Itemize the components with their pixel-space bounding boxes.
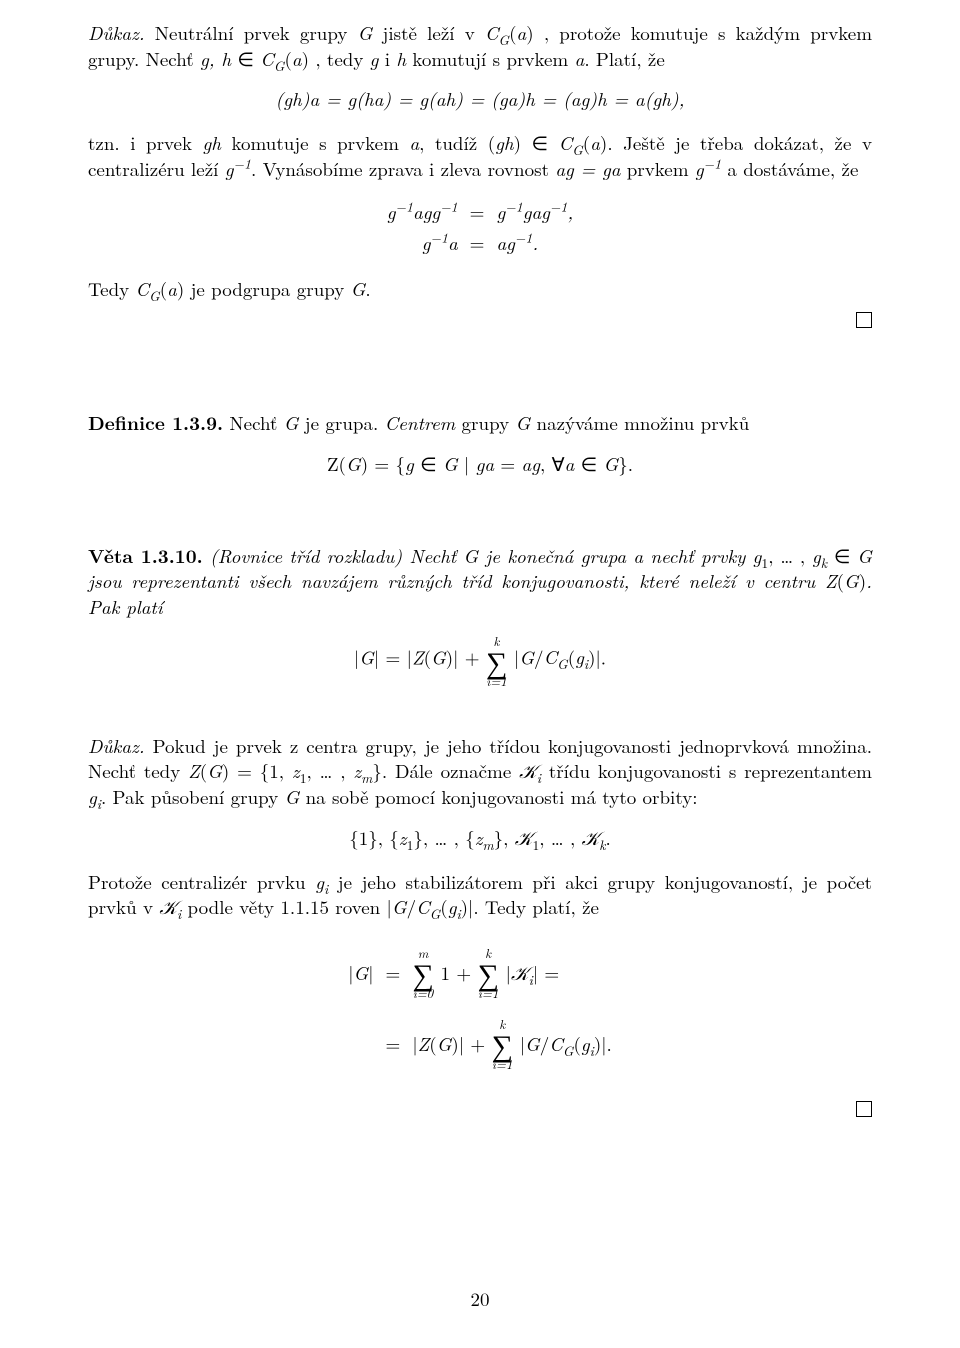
text: Nechť (229, 409, 283, 436)
text: jsou reprezentanti všech navzájem různýc… (88, 567, 825, 594)
sum-icon: k ∑ i=1 (486, 634, 507, 687)
text: . Tedy platí, že (473, 893, 599, 920)
sum-lower: i=1 (477, 986, 498, 999)
text: je konečná grupa a nechť prvky (478, 542, 753, 569)
proof1-head: Důkaz. (88, 19, 145, 46)
text: podle věty 1.1.15 roven (181, 893, 386, 920)
aligned-eqns: g−1agg−1 = g−1gag−1, g−1a = ag−1. (381, 196, 579, 258)
text: komutují s prvkem (412, 45, 574, 72)
text: tzn. i prvek (88, 129, 203, 156)
text: i (385, 45, 397, 72)
proof2-para2: Protože centralizér prvku gi je jeho sta… (88, 869, 872, 920)
text: . Platí, že (584, 45, 664, 72)
text: , tedy (315, 45, 369, 72)
text: a dostáváme, že (721, 155, 858, 182)
sum-icon: k ∑ i=1 (477, 946, 498, 999)
thm-display: |G| = |Z(G)| + k ∑ i=1 |G/CG(gi)|. (88, 634, 872, 687)
text: . (365, 275, 370, 302)
text: Tedy (88, 275, 136, 302)
text: jistě leží v (383, 19, 485, 46)
text: je podgrupa grupy (184, 275, 350, 302)
proof1-align: g−1agg−1 = g−1gag−1, g−1a = ag−1. (88, 196, 872, 258)
term: Centrem (385, 409, 456, 436)
text: grupy (455, 409, 515, 436)
proof2-display1: {1}, {z1}, … , {zm}, 𝒦1, … , 𝒦k. (88, 824, 872, 851)
proof1-para1: Důkaz. Neutrální prvek grupy G jistě lež… (88, 20, 872, 71)
text: je grupa. (298, 409, 384, 436)
math-display: (gh)a = g(ha) = g(ah) = (ga)h = (ag)h = … (276, 85, 685, 112)
text: Protože centralizér prvku (88, 868, 315, 895)
definition: Definice 1.3.9. Nechť G je grupa. Centre… (88, 410, 872, 436)
text: Neutrální prvek grupy (155, 19, 358, 46)
sum-lower: i=1 (492, 1057, 513, 1070)
text: prvkem (620, 155, 694, 182)
text: komutuje s prvkem (232, 129, 410, 156)
text: třídu konjugovanosti s reprezentantem (541, 757, 872, 784)
qed-1 (88, 307, 872, 334)
text: nazýváme množinu prvků (530, 409, 749, 436)
proof2-align: |G| = m ∑ i=0 1 + k ∑ i=1 |𝒦i| = (88, 944, 872, 1072)
qed-box-icon (856, 312, 872, 328)
proof1-para3: Tedy CG(a) je podgrupa grupy G. (88, 276, 872, 302)
page-number: 20 (0, 1285, 960, 1312)
text: . Dále označme (382, 757, 519, 784)
qed-box-icon (856, 1101, 872, 1117)
proof2-para1: Důkaz. Pokud je prvek z centra grupy, je… (88, 733, 872, 810)
proof2-head: Důkaz. (88, 732, 145, 759)
thm-head: Věta 1.3.10. (88, 541, 203, 569)
theorem: Věta 1.3.10. (Rovnice tříd rozkladu) Nec… (88, 543, 872, 620)
proof1-display1: (gh)a = g(ha) = g(ah) = (ga)h = (ag)h = … (88, 85, 872, 112)
sum-icon: m ∑ i=0 (412, 946, 433, 999)
proof1-para2: tzn. i prvek gh komutuje s prvkem a, tud… (88, 130, 872, 181)
def-head: Definice 1.3.9. (88, 408, 223, 436)
text: na sobě pomocí konjugovanosti má tyto or… (299, 783, 697, 810)
qed-2 (88, 1096, 872, 1123)
aligned-eqns-2: |G| = m ∑ i=0 1 + k ∑ i=1 |𝒦i| = (342, 944, 618, 1072)
thm-subtitle: (Rovnice tříd rozkladu) Nechť (203, 542, 464, 569)
text: . Pak působení grupy (101, 783, 285, 810)
def-display: Z(G) = {g ∈ G | ga = ag, ∀a ∈ G}. (88, 450, 872, 477)
sum-icon: k ∑ i=1 (492, 1017, 513, 1070)
sum-lower: i=0 (412, 986, 433, 999)
text: , tudíž (419, 129, 488, 156)
text: . Vynásobíme zprava i zleva rovnost (251, 155, 555, 182)
page: Důkaz. Neutrální prvek grupy G jistě lež… (0, 0, 960, 1348)
sum-lower: i=1 (486, 674, 507, 687)
